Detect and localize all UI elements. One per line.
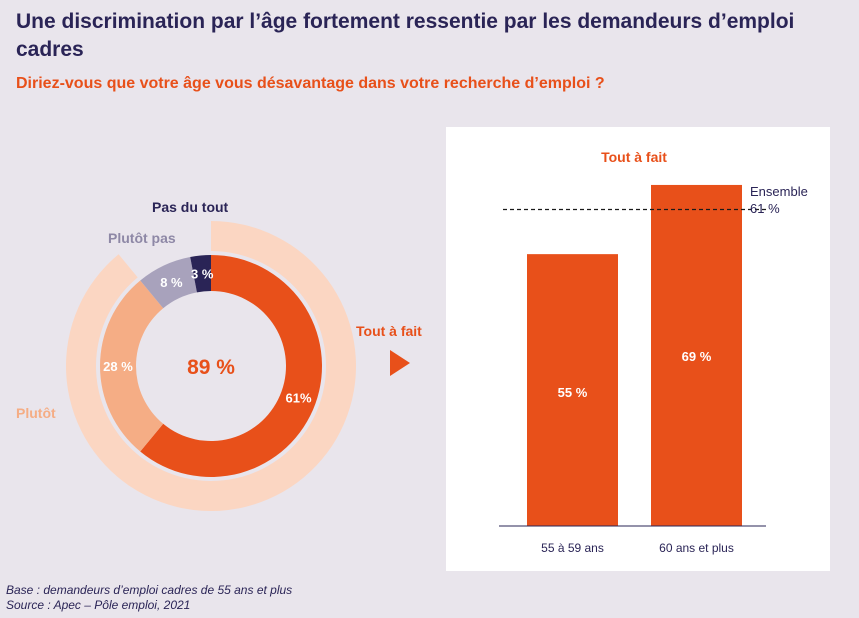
- legend-plutot-pas: Plutôt pas: [108, 230, 176, 246]
- category-label-1: 55 à 59 ans: [541, 541, 604, 555]
- slice-pas-du-tout: [190, 255, 211, 293]
- reference-label-value: 61 %: [750, 201, 780, 216]
- bar-chart: Tout à fait 55 % 55 à 59 ans 69 % 60 ans et …: [499, 149, 808, 555]
- legend-pas-du-tout: Pas du tout: [152, 199, 229, 215]
- bar-1: [527, 254, 618, 526]
- donut-chart: 61% 28 % 8 % 3 % 89 % Tout à fait Plutôt Plutôt…: [16, 199, 422, 511]
- slice-tout-a-fait: [140, 255, 322, 477]
- slice-label-tout-a-fait: 61%: [285, 391, 311, 406]
- legend-plutot: Plutôt: [16, 405, 56, 421]
- bar-2: [651, 184, 742, 526]
- footnote-base: Base : demandeurs d’emploi cadres de 55 …: [6, 583, 293, 597]
- arrow-right-icon: [390, 350, 410, 376]
- legend-tout-a-fait: Tout à fait: [356, 323, 422, 339]
- chart-title: Une discrimination par l’âge fortement r…: [16, 10, 795, 61]
- reference-label-ensemble: Ensemble: [750, 184, 808, 199]
- slice-plutot-pas: [140, 256, 197, 309]
- bar-value-label-2: 69 %: [682, 349, 712, 364]
- slice-label-plutot: 28 %: [103, 359, 133, 374]
- bar-chart-panel: Tout à fait 55 % 55 à 59 ans 69 % 60 ans et …: [446, 127, 830, 571]
- footnote: Base : demandeurs d’emploi cadres de 55 …: [6, 583, 292, 613]
- slice-label-pas-du-tout: 3 %: [191, 266, 214, 281]
- footnote-source: Source : Apec – Pôle emploi, 2021: [6, 598, 191, 612]
- chart-subtitle: Diriez-vous que votre âge vous désavanta…: [16, 75, 605, 92]
- category-label-2: 60 ans et plus: [659, 541, 734, 555]
- bar-chart-title: Tout à fait: [601, 149, 667, 165]
- center-total-label: 89 %: [187, 356, 235, 379]
- slice-label-plutot-pas: 8 %: [160, 275, 183, 290]
- bar-value-label-1: 55 %: [558, 385, 588, 400]
- slice-plutot: [100, 280, 164, 452]
